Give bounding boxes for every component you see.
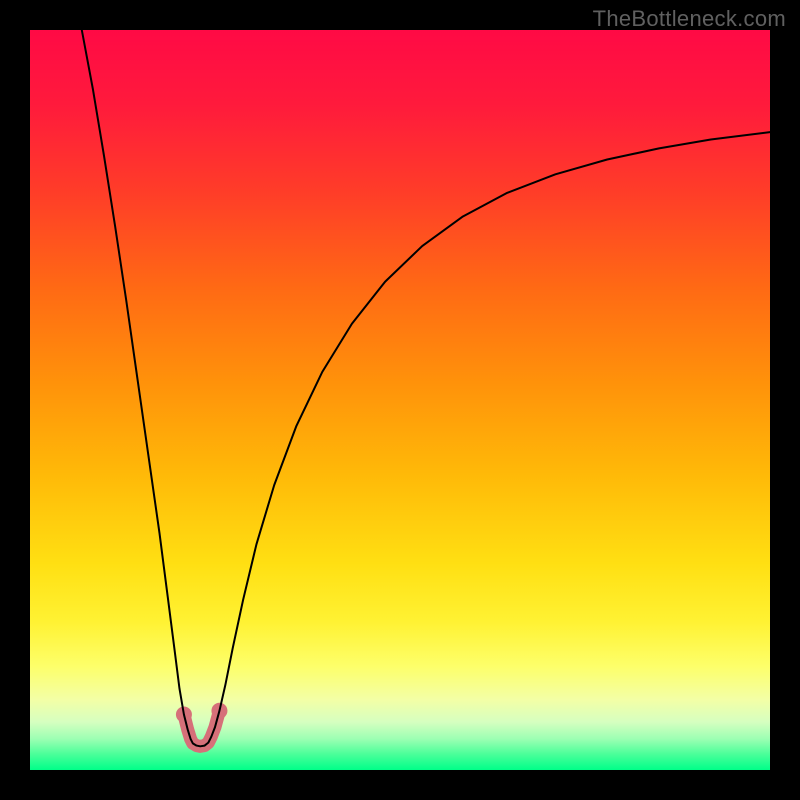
watermark-text: TheBottleneck.com [593, 6, 786, 32]
chart-container: TheBottleneck.com [0, 0, 800, 800]
bottleneck-chart [0, 0, 800, 800]
